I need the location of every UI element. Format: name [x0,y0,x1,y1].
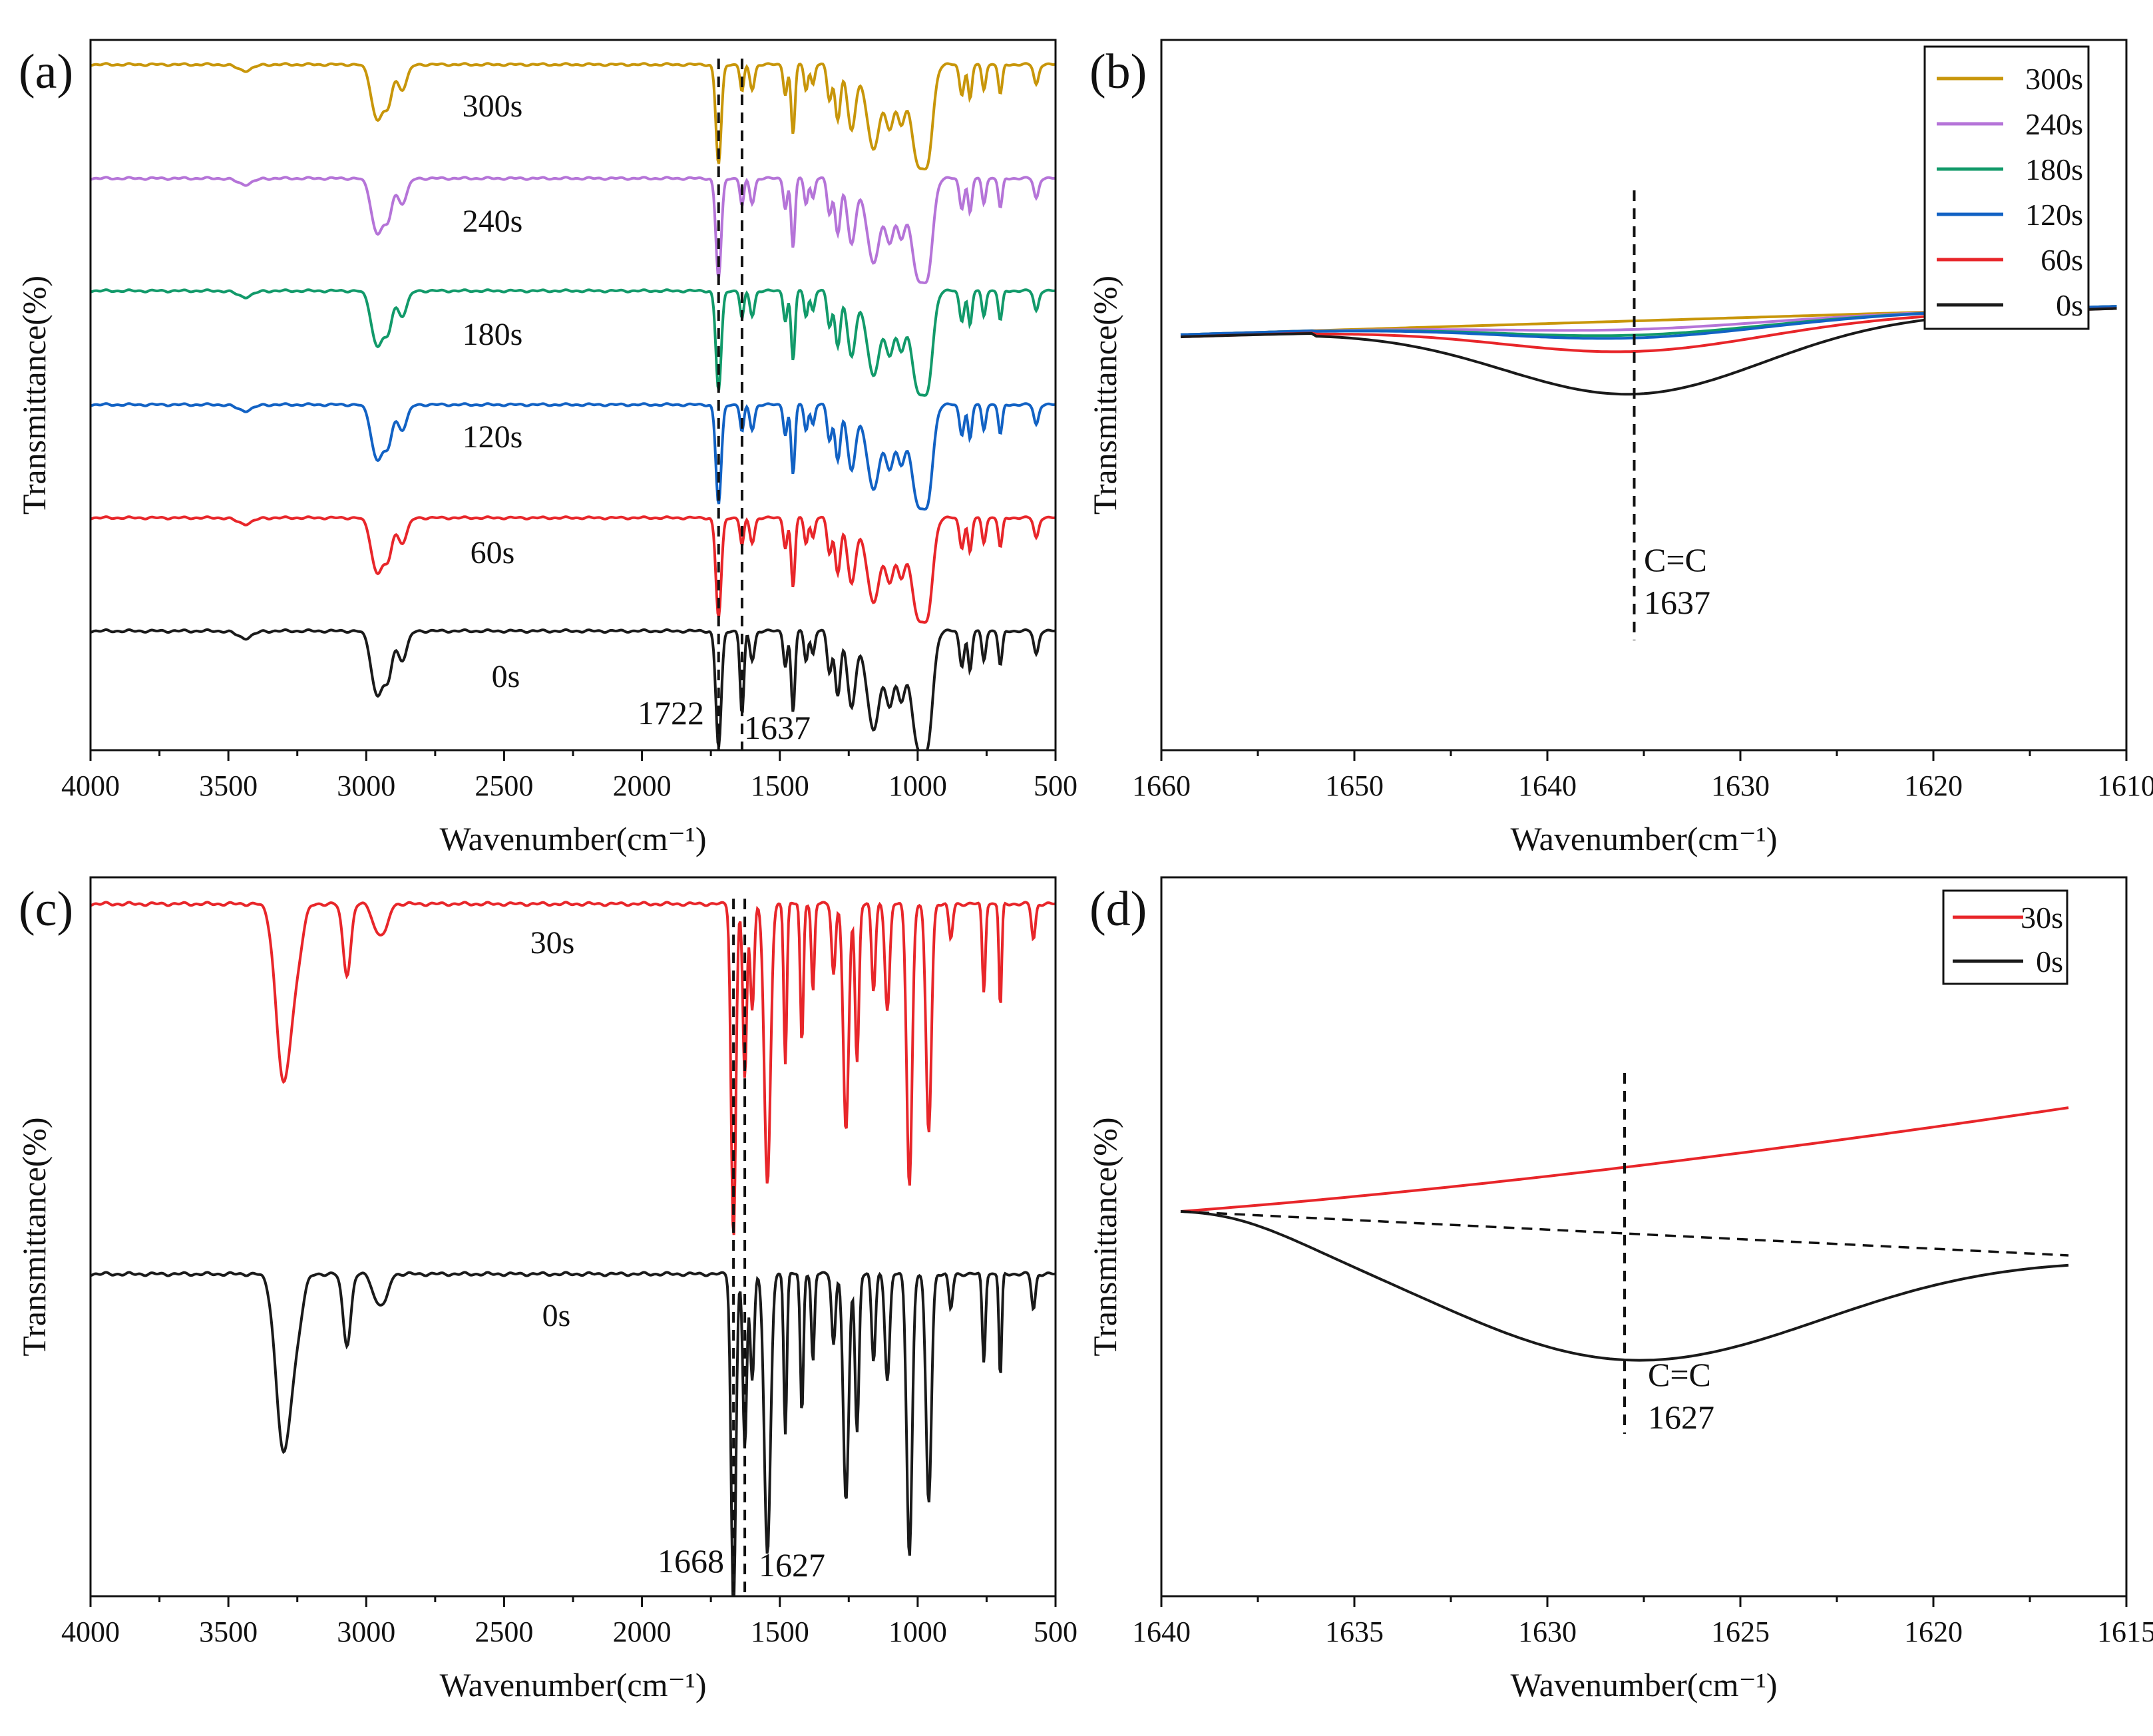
x-tick-label: 2500 [475,1616,533,1648]
x-tick-label: 1615 [2097,1616,2153,1648]
annotation-label: 1637 [1644,584,1710,621]
x-tick-label: 1620 [1904,769,1963,802]
x-tick-label: 1000 [888,1616,947,1648]
peak-label: 1722 [638,694,704,732]
x-tick-label: 1650 [1325,769,1384,802]
x-tick-label: 1630 [1518,1616,1577,1648]
x-tick-label: 2000 [613,769,672,802]
x-tick-label: 1640 [1132,1616,1191,1648]
annotation-label: C=C [1644,541,1707,578]
x-tick-label: 4000 [61,769,120,802]
x-axis-title: Wavenumber(cm⁻¹) [1510,820,1777,857]
panel-letter: (d) [1089,882,1147,937]
series-label: 300s [463,89,523,124]
y-axis-title: Transmittance(%) [15,276,53,515]
x-tick-label: 3000 [337,1616,395,1648]
series-line-0s [1180,1210,2069,1362]
x-tick-label: 500 [1034,769,1077,802]
series-line-0s [91,628,1056,750]
legend-entry: 0s [2036,945,2063,978]
legend-box [1942,889,2068,985]
x-tick-label: 2000 [613,1616,672,1648]
panel-c: 30s 0s 1668 1627 4000 3500 3000 2500 2000 1500 100… [15,876,1077,1703]
series-label: 180s [463,317,523,352]
x-tick-label: 3500 [199,1616,258,1648]
x-tick-label: 1625 [1711,1616,1770,1648]
panel-letter: (c) [19,882,73,937]
y-axis-title: Transmittance(%) [15,1117,53,1356]
x-tick-label: 1660 [1132,769,1191,802]
legend-entry: 0s [2056,288,2083,322]
series-line-30s [91,901,1056,1235]
series-label: 0s [492,659,520,694]
panel-letter: (b) [1089,45,1147,99]
series-label: 240s [463,204,523,239]
x-tick-label: 2500 [475,769,533,802]
series-line-300s [91,62,1056,171]
series-label: 60s [471,535,515,570]
panel-a: 300s 240s 180s 120s 60s 0s 1722 1637 4000 3500 300… [15,39,1077,857]
x-axis-title: Wavenumber(cm⁻¹) [1510,1666,1777,1703]
x-tick-label: 1620 [1904,1616,1963,1648]
x-axis-title: Wavenumber(cm⁻¹) [439,1666,706,1703]
legend-entry: 120s [2025,198,2083,232]
series-line-180s [91,288,1056,397]
legend-box [1923,45,2090,330]
series-line-60s [91,515,1056,624]
series-label: 120s [463,419,523,455]
baseline-line [1180,1210,2069,1257]
x-tick-label: 3000 [337,769,395,802]
series-label: 0s [542,1298,571,1333]
legend-entry: 60s [2041,243,2083,277]
series-line-0s [91,1271,1056,1596]
legend-entry: 30s [2021,901,2063,935]
peak-label: 1637 [744,709,811,746]
legend: 300s 240s 180s 120s 60s 0s [1923,45,2090,330]
series-label: 30s [530,925,575,961]
legend-entry: 240s [2025,107,2083,141]
panel-b: C=C 1637 300s 240s 180s 120s 60s 0s 1660 1650 1640… [1086,39,2153,857]
x-tick-label: 1610 [2097,769,2153,802]
peak-label: 1668 [658,1542,724,1580]
peak-label: 1627 [759,1546,825,1584]
annotation-label: 1627 [1648,1399,1714,1436]
panel-letter: (a) [19,45,73,99]
series-line-240s [91,176,1056,285]
annotation-label: C=C [1648,1356,1711,1393]
x-tick-label: 1000 [888,769,947,802]
x-tick-label: 3500 [199,769,258,802]
y-axis-title: Transmittance(%) [1086,276,1123,515]
x-axis-title: Wavenumber(cm⁻¹) [439,820,706,857]
x-tick-label: 1640 [1518,769,1577,802]
x-tick-label: 1630 [1711,769,1770,802]
x-tick-label: 500 [1034,1616,1077,1648]
legend-entry: 180s [2025,152,2083,186]
series-line-120s [91,402,1056,511]
x-tick-label: 1500 [751,769,809,802]
y-axis-title: Transmittance(%) [1086,1117,1123,1356]
legend-entry: 300s [2025,62,2083,96]
x-tick-label: 1500 [751,1616,809,1648]
x-tick-label: 1635 [1325,1616,1384,1648]
x-tick-label: 4000 [61,1616,120,1648]
